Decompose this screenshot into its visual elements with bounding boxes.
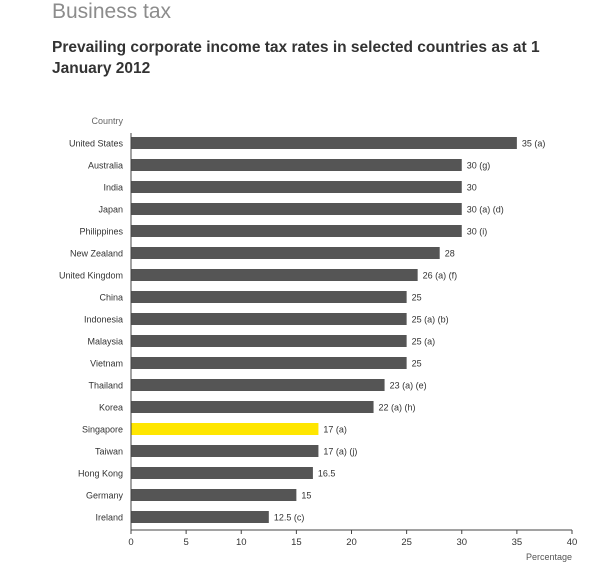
data-label: 35 (a) xyxy=(522,139,546,149)
bar xyxy=(131,489,297,501)
data-label: 25 (a) xyxy=(412,337,436,347)
bar xyxy=(131,225,462,237)
bar xyxy=(131,401,374,413)
bar xyxy=(131,445,319,457)
bar xyxy=(131,137,517,149)
data-label: 16.5 xyxy=(318,469,336,479)
bar xyxy=(131,269,418,281)
x-tick-label: 20 xyxy=(346,537,357,548)
x-tick-label: 30 xyxy=(456,537,467,548)
section-title: Business tax xyxy=(52,0,172,23)
data-label: 28 xyxy=(445,249,455,259)
data-label: 25 xyxy=(412,293,422,303)
category-label: Singapore xyxy=(82,425,123,435)
data-label: 30 (i) xyxy=(467,227,488,237)
category-label: Taiwan xyxy=(95,447,123,457)
data-label: 15 xyxy=(301,491,311,501)
category-label: Japan xyxy=(98,205,123,215)
bar xyxy=(131,467,313,479)
category-label: Australia xyxy=(88,161,123,171)
bar xyxy=(131,203,462,215)
bar xyxy=(131,247,440,259)
category-label: Ireland xyxy=(95,513,123,523)
category-label: United States xyxy=(69,139,124,149)
category-label: Philippines xyxy=(79,227,123,237)
data-label: 30 (g) xyxy=(467,161,491,171)
category-label: New Zealand xyxy=(70,249,123,259)
x-tick-label: 10 xyxy=(236,537,247,548)
category-label: Vietnam xyxy=(90,359,123,369)
x-tick-label: 25 xyxy=(401,537,412,548)
bar xyxy=(131,291,407,303)
data-label: 22 (a) (h) xyxy=(379,403,416,413)
x-tick-label: 40 xyxy=(567,537,578,548)
bar xyxy=(131,181,462,193)
bar xyxy=(131,379,385,391)
data-label: 23 (a) (e) xyxy=(390,381,427,391)
bar-highlight xyxy=(131,423,319,435)
category-label: Hong Kong xyxy=(78,469,123,479)
bar xyxy=(131,335,407,347)
category-label: Thailand xyxy=(88,381,123,391)
data-label: 25 (a) (b) xyxy=(412,315,449,325)
category-label: Malaysia xyxy=(87,337,123,347)
data-label: 30 xyxy=(467,183,477,193)
data-label: 26 (a) (f) xyxy=(423,271,458,281)
data-label: 17 (a) xyxy=(323,425,347,435)
category-label: Indonesia xyxy=(84,315,123,325)
category-label: India xyxy=(103,183,123,193)
x-tick-label: 15 xyxy=(291,537,302,548)
chart-title: Prevailing corporate income tax rates in… xyxy=(52,39,540,77)
bar xyxy=(131,511,269,523)
x-axis-label: Percentage xyxy=(526,552,572,562)
data-label: 25 xyxy=(412,359,422,369)
bar xyxy=(131,357,407,369)
x-tick-label: 5 xyxy=(183,537,188,548)
category-label: Germany xyxy=(86,491,124,501)
y-axis-label: Country xyxy=(91,116,123,126)
category-label: China xyxy=(99,293,123,303)
data-label: 12.5 (c) xyxy=(274,513,305,523)
bar xyxy=(131,159,462,171)
bar xyxy=(131,313,407,325)
data-label: 17 (a) (j) xyxy=(323,447,357,457)
data-label: 30 (a) (d) xyxy=(467,205,504,215)
category-label: Korea xyxy=(99,403,123,413)
category-label: United Kingdom xyxy=(59,271,123,281)
x-tick-label: 35 xyxy=(512,537,523,548)
x-tick-label: 0 xyxy=(128,537,133,548)
